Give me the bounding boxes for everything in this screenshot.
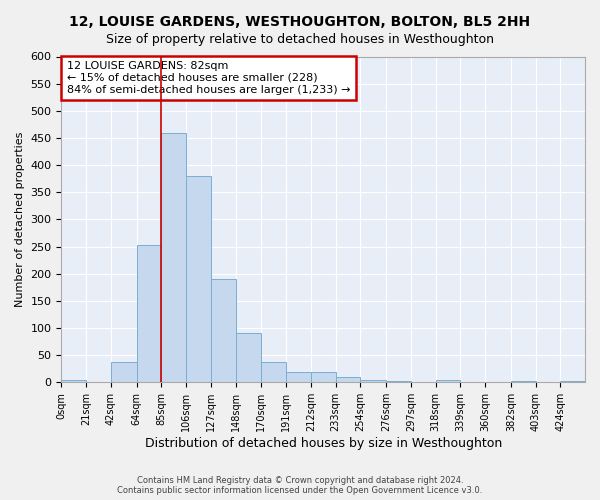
Bar: [360, 380, 386, 382]
Text: Contains HM Land Registry data © Crown copyright and database right 2024.
Contai: Contains HM Land Registry data © Crown c…: [118, 476, 482, 495]
Text: Size of property relative to detached houses in Westhoughton: Size of property relative to detached ho…: [106, 32, 494, 46]
Bar: [61, 380, 86, 382]
X-axis label: Distribution of detached houses by size in Westhoughton: Distribution of detached houses by size …: [145, 437, 502, 450]
Bar: [311, 372, 335, 382]
Bar: [111, 362, 137, 382]
Bar: [137, 245, 161, 382]
Bar: [262, 362, 286, 382]
Text: 12, LOUISE GARDENS, WESTHOUGHTON, BOLTON, BL5 2HH: 12, LOUISE GARDENS, WESTHOUGHTON, BOLTON…: [70, 15, 530, 29]
Bar: [161, 132, 186, 382]
Bar: [236, 333, 262, 382]
Bar: [186, 176, 211, 382]
Bar: [436, 380, 460, 382]
Bar: [286, 372, 311, 382]
Text: 12 LOUISE GARDENS: 82sqm
← 15% of detached houses are smaller (228)
84% of semi-: 12 LOUISE GARDENS: 82sqm ← 15% of detach…: [67, 62, 350, 94]
Bar: [211, 279, 236, 382]
Y-axis label: Number of detached properties: Number of detached properties: [15, 132, 25, 307]
Bar: [335, 377, 360, 382]
